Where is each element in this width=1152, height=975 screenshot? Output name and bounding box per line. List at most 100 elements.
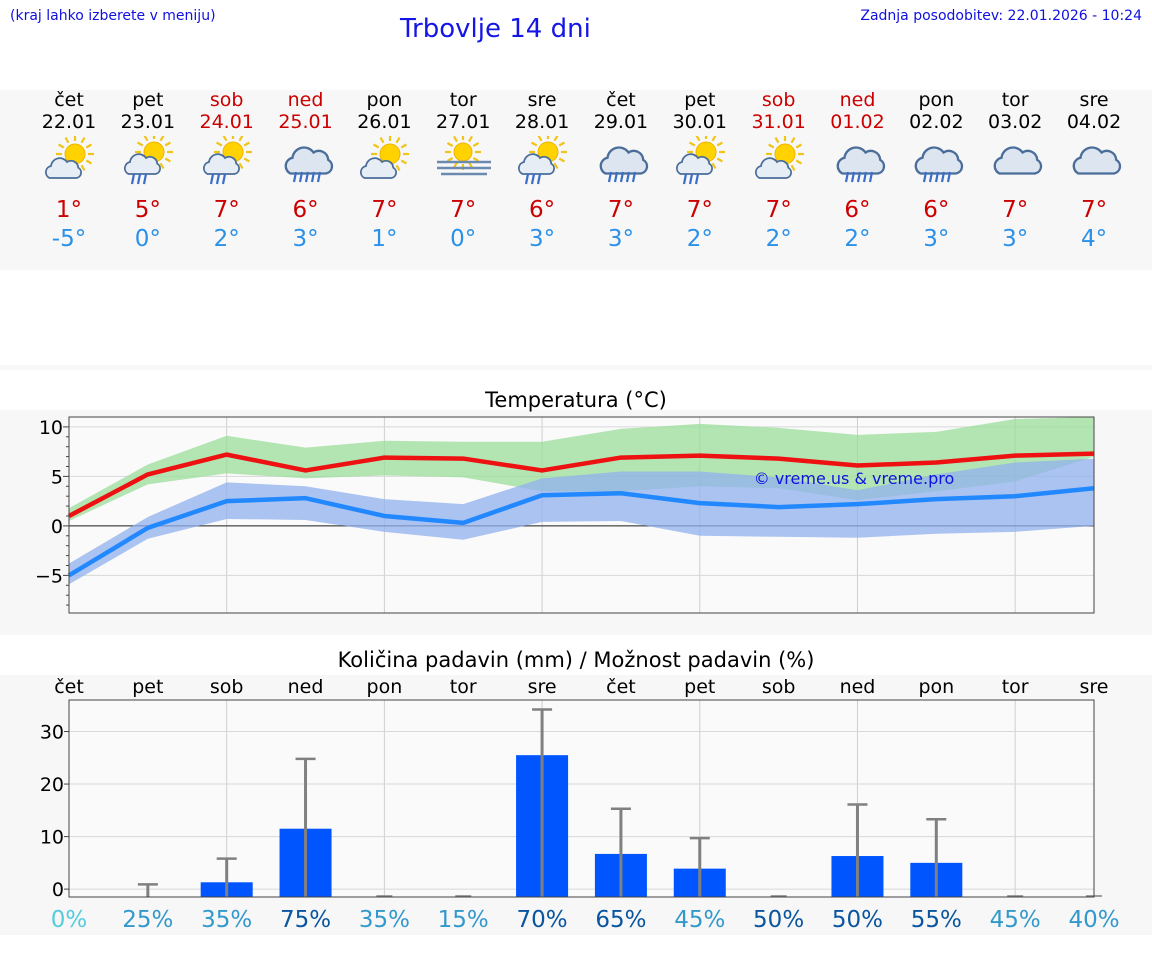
min-temperature: 3° (292, 226, 319, 252)
day-date: 04.02 (1066, 111, 1122, 133)
x-category-label: pet (684, 676, 715, 698)
max-temperature: 7° (765, 197, 792, 223)
precipitation-probability: 65% (595, 907, 646, 933)
min-temperature: -5° (51, 226, 87, 252)
max-temperature: 7° (607, 197, 634, 223)
day-date: 22.01 (41, 111, 97, 133)
min-temperature: 3° (1002, 226, 1029, 252)
min-temperature: 3° (529, 226, 556, 252)
max-temperature: 7° (1080, 197, 1108, 223)
y-tick-label: 30 (40, 722, 64, 744)
day-name: čet (606, 89, 636, 111)
day-name: pet (132, 89, 164, 111)
precipitation-probability: 0% (51, 907, 88, 933)
max-temperature: 6° (844, 197, 871, 223)
day-date: 23.01 (120, 111, 176, 133)
day-name: tor (449, 89, 477, 111)
cloud-rain-icon (593, 136, 649, 186)
max-temperature: 7° (686, 197, 713, 223)
location-hint[interactable]: (kraj lahko izberete v meniju) (10, 8, 216, 24)
day-name: sre (1079, 89, 1109, 111)
precipitation-probability: 35% (201, 907, 252, 933)
precipitation-probability: 40% (1068, 907, 1119, 933)
day-date: 28.01 (514, 111, 570, 133)
min-temperature: 2° (213, 226, 240, 252)
min-temperature: 2° (686, 226, 713, 252)
y-tick-label: −5 (35, 565, 63, 587)
sun-cloud-icon (751, 135, 807, 186)
sun-cloud-rain-icon (120, 133, 176, 186)
day-date: 31.01 (751, 111, 806, 133)
cloud-rain-icon (830, 136, 886, 186)
x-category-label: čet (54, 676, 84, 698)
plot-frame (68, 699, 1095, 898)
max-temperature: 6° (292, 197, 319, 223)
day-name: pet (684, 89, 716, 111)
day-name: pon (918, 89, 955, 111)
max-temperature: 7° (1002, 197, 1029, 223)
min-temperature: 1° (371, 226, 398, 252)
day-name: ned (839, 89, 876, 111)
day-name: pon (366, 89, 403, 111)
day-name: sob (761, 89, 796, 111)
y-tick-label: 0 (51, 516, 63, 538)
precipitation-probability: 50% (753, 907, 804, 933)
max-temperature: 1° (55, 197, 83, 223)
x-category-label: pet (132, 676, 163, 698)
watermark: © vreme.us & vreme.pro (754, 469, 955, 488)
temperature-chart-title: Temperatura (°C) (485, 388, 667, 412)
y-tick-label: 5 (51, 466, 63, 488)
day-name: sob (209, 89, 244, 111)
day-name: ned (287, 89, 324, 111)
x-category-label: tor (1002, 676, 1029, 698)
cloud-rain-icon (908, 136, 964, 186)
day-date: 25.01 (278, 111, 333, 133)
day-date: 29.01 (593, 111, 649, 133)
max-temperature: 6° (529, 197, 556, 223)
max-temperature: 7° (371, 197, 398, 223)
min-temperature: 0° (134, 226, 161, 252)
precipitation-probability: 70% (517, 907, 568, 933)
x-category-label: čet (606, 676, 636, 698)
precipitation-probability: 15% (438, 907, 489, 933)
day-name: čet (54, 89, 84, 111)
day-date: 27.01 (436, 111, 491, 133)
min-temperature: 2° (844, 226, 871, 252)
precipitation-probability: 75% (280, 907, 331, 933)
y-tick-label: 10 (39, 417, 63, 439)
min-temperature: 0° (450, 226, 477, 252)
last-updated: Zadnja posodobitev: 22.01.2026 - 10:24 (860, 8, 1142, 24)
x-category-label: ned (840, 676, 876, 698)
day-date: 26.01 (357, 111, 412, 133)
day-date: 01.02 (830, 111, 885, 133)
max-temperature: 5° (134, 197, 161, 223)
precipitation-probability: 25% (122, 907, 173, 933)
cloud-icon (987, 136, 1043, 186)
precipitation-probability: 50% (832, 907, 883, 933)
y-tick-label: 20 (40, 774, 64, 796)
min-range-band (69, 458, 1094, 585)
separator (0, 365, 1152, 370)
plot-frame (68, 416, 1095, 614)
page-title: Trbovlje 14 dni (400, 14, 591, 44)
x-category-label: sob (762, 676, 796, 698)
cloud-rain-icon (278, 136, 334, 186)
min-temperature: 3° (923, 226, 950, 252)
x-category-label: tor (450, 676, 477, 698)
sun-cloud-icon (356, 135, 412, 186)
min-temperature-line (67, 486, 1095, 578)
x-category-label: sob (210, 676, 244, 698)
day-date: 03.02 (987, 111, 1043, 133)
x-category-label: sre (1080, 676, 1109, 698)
day-date: 24.01 (199, 111, 254, 133)
precipitation-probability: 35% (359, 907, 410, 933)
x-category-label: pon (918, 676, 954, 698)
max-temperature: 6° (923, 197, 950, 223)
precipitation-probability: 45% (674, 907, 725, 933)
y-tick-label: 10 (40, 827, 64, 849)
max-temperature-line (67, 451, 1095, 518)
max-temperature: 7° (213, 197, 240, 223)
precipitation-probability: 55% (911, 907, 962, 933)
x-category-label: sre (528, 676, 557, 698)
